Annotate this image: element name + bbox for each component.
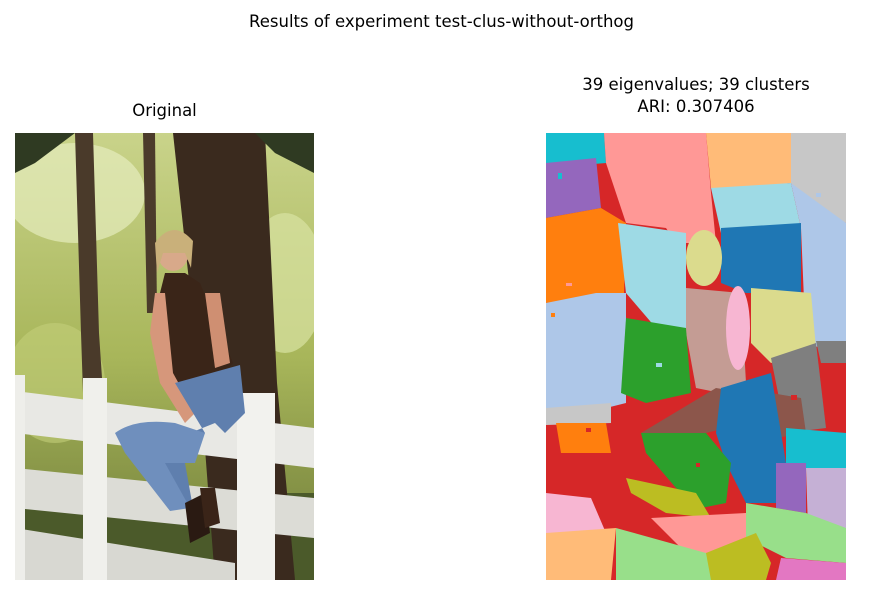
hair	[155, 229, 193, 273]
original-photo	[15, 133, 314, 580]
segmentation-title-line1: 39 eigenvalues; 39 clusters	[582, 75, 810, 94]
segmentation-title-line2: ARI: 0.307406	[637, 97, 755, 116]
fence-post-right	[237, 393, 275, 580]
cluster-region	[706, 533, 771, 580]
cluster-map	[546, 133, 846, 580]
tree-trunk-left	[75, 133, 107, 453]
branches	[15, 133, 75, 173]
original-image-title: Original	[132, 101, 197, 120]
cluster-region	[786, 428, 846, 473]
cluster-region	[721, 223, 801, 293]
cluster-region	[751, 288, 816, 363]
cluster-region	[686, 230, 722, 286]
cluster-region	[621, 318, 691, 403]
cluster-region	[546, 293, 626, 408]
fence-post-left	[83, 378, 107, 580]
cluster-region	[716, 373, 786, 503]
cluster-region	[776, 463, 806, 513]
cluster-region	[546, 158, 601, 218]
fence-rail-bottom	[15, 528, 235, 580]
cluster-region	[746, 503, 846, 563]
cluster-region	[726, 286, 750, 370]
cluster-region	[706, 133, 791, 188]
cluster-region	[626, 478, 711, 518]
cluster-region	[616, 528, 726, 580]
cluster-region	[546, 403, 611, 425]
cluster-region	[776, 558, 846, 580]
cluster-region	[604, 133, 716, 243]
cluster-region	[641, 433, 731, 508]
vest	[155, 273, 233, 385]
cluster-region	[546, 528, 616, 580]
original-image	[15, 133, 314, 580]
cluster-region	[546, 208, 626, 303]
segmentation-image	[546, 133, 846, 580]
arm-left	[150, 293, 195, 423]
cluster-speckles	[551, 173, 821, 467]
cluster-region	[651, 513, 746, 553]
cluster-region	[711, 183, 801, 233]
figure-title: Results of experiment test-clus-without-…	[249, 12, 634, 31]
segmentation-title: 39 eigenvalues; 39 clusters ARI: 0.30740…	[546, 74, 846, 118]
cluster-region	[618, 223, 686, 328]
cluster-region	[556, 423, 611, 453]
cluster-region	[806, 468, 846, 528]
